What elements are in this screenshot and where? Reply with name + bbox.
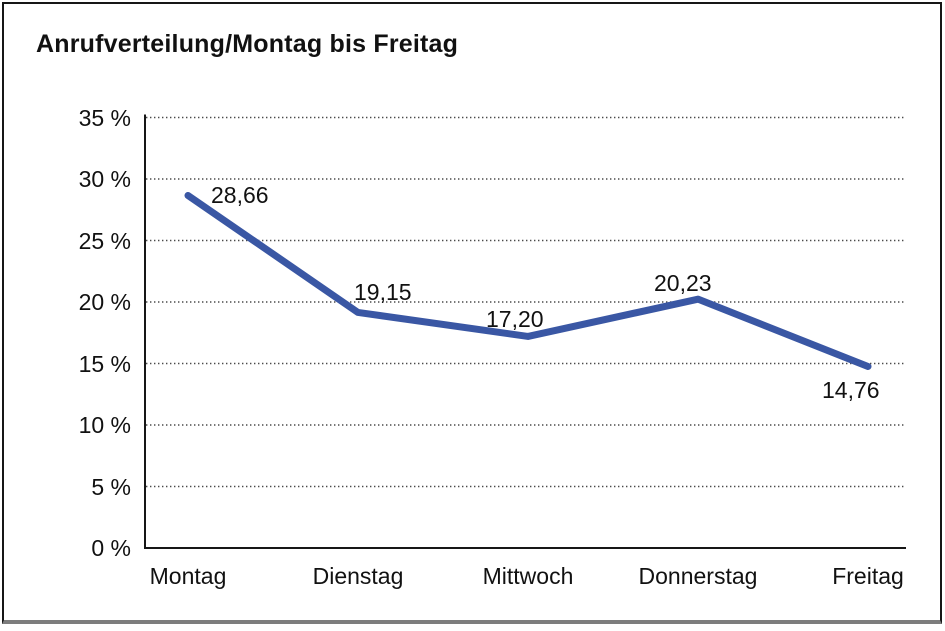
y-axis-tick-label: 10 %	[78, 412, 131, 438]
x-axis-category-label: Freitag	[832, 563, 904, 589]
y-axis-tick-label: 30 %	[78, 166, 131, 192]
x-axis-category-label: Mittwoch	[482, 563, 574, 589]
data-point-value-label: 17,20	[486, 306, 544, 333]
data-point-value-label: 20,23	[654, 270, 712, 297]
y-axis-tick-label: 35 %	[78, 104, 131, 131]
y-axis-tick-label: 20 %	[78, 289, 131, 315]
data-point-value-label: 19,15	[354, 279, 412, 306]
x-axis-category-label: Dienstag	[312, 563, 404, 589]
y-axis-tick-label: 0 %	[91, 535, 131, 561]
x-axis-category-label: Montag	[149, 563, 227, 589]
y-axis-tick-label: 15 %	[78, 350, 131, 377]
data-point-value-label: 14,76	[822, 377, 880, 404]
data-series-line	[184, 191, 872, 370]
y-axis-tick-label: 25 %	[78, 227, 131, 254]
y-axis-tick-label: 5 %	[91, 473, 131, 500]
chart-title: Anrufverteilung/Montag bis Freitag	[36, 30, 459, 58]
data-point-value-label: 28,66	[211, 182, 269, 209]
x-axis-category-label: Donnerstag	[638, 563, 758, 589]
